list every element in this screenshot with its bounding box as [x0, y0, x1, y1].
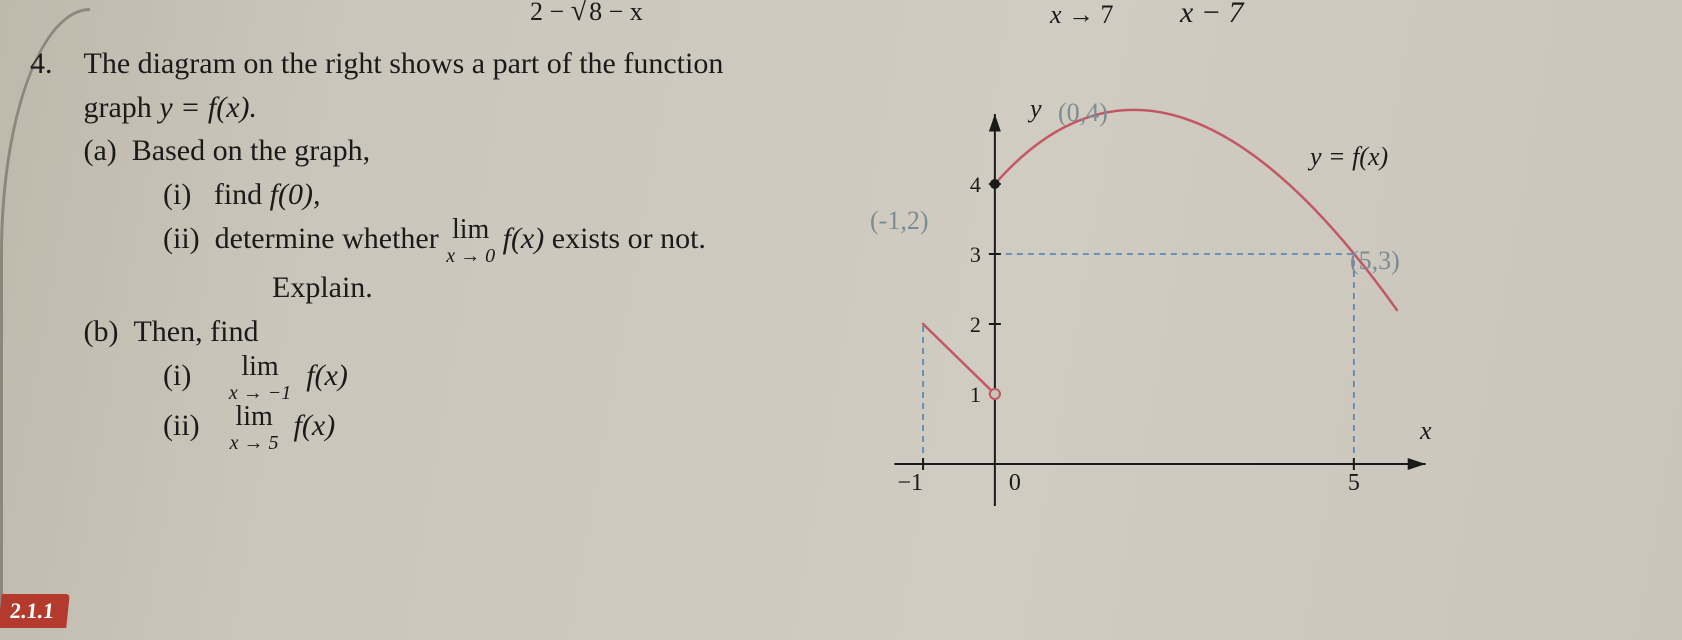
handwritten-annotation-left: (-1,2)	[870, 206, 928, 236]
part-a-i-math: f(0),	[270, 178, 321, 211]
part-b-ii-label: (ii)	[163, 409, 200, 442]
svg-text:3: 3	[970, 242, 981, 267]
svg-text:4: 4	[970, 172, 981, 197]
func-label: y = f(x)	[1310, 142, 1388, 172]
intro-line2-prefix: graph	[84, 91, 160, 124]
x-axis-label: x	[1420, 416, 1432, 446]
part-b-label: (b)	[84, 315, 119, 348]
question-number: 4.	[30, 42, 76, 86]
expr-fragment-left: 2 − √8 − x	[530, 0, 649, 28]
part-b-text: Then, find	[133, 315, 258, 348]
y-axis-label: y	[1030, 94, 1042, 124]
prev-question-fragments: 2 − √8 − x x → 7 x − 7	[0, 0, 1682, 40]
part-a-ii-suffix: exists or not.	[552, 222, 706, 255]
handwritten-annotation-top: (0,4)	[1058, 98, 1108, 128]
frag-left-outer: 2 −	[530, 0, 564, 26]
part-a-ii-explain: Explain.	[190, 271, 373, 304]
part-a-i-label: (i)	[163, 178, 191, 211]
part-a-label: (a)	[84, 134, 117, 167]
function-graph: 1234−105 y x y = f(x) (0,4) (-1,2) (5,3)	[880, 100, 1440, 520]
frag-left-radicand: 8 − x	[587, 0, 649, 27]
handwritten-annotation-right: (5,3)	[1350, 246, 1400, 276]
intro-line2-math: y = f(x).	[159, 91, 257, 124]
svg-text:0: 0	[1009, 470, 1021, 496]
svg-text:1: 1	[970, 382, 981, 407]
part-b-i-fx: f(x)	[306, 359, 348, 392]
limit-expr-b-i: lim x → −1	[229, 353, 291, 403]
part-a-ii-fx: f(x)	[503, 222, 545, 255]
part-b-ii-fx: f(x)	[294, 409, 336, 442]
part-a-text: Based on the graph,	[132, 134, 370, 167]
page-background: 2 − √8 − x x → 7 x − 7 4. The diagram on…	[0, 0, 1682, 640]
expr-fragment-right: x − 7	[1180, 0, 1244, 30]
part-a-i-prefix: find	[214, 178, 270, 211]
svg-text:2: 2	[970, 312, 981, 337]
expr-fragment-mid: x → 7	[1050, 0, 1114, 30]
part-a-ii-prefix: determine whether	[215, 222, 447, 255]
limit-expr-a-ii: lim x → 0	[446, 216, 495, 266]
question-block: 4. The diagram on the right shows a part…	[30, 42, 860, 453]
intro-line1: The diagram on the right shows a part of…	[84, 47, 724, 80]
part-b-i-label: (i)	[163, 359, 191, 392]
part-a-ii-label: (ii)	[163, 222, 200, 255]
svg-text:5: 5	[1348, 470, 1360, 496]
svg-text:−1: −1	[898, 470, 924, 496]
limit-expr-b-ii: lim x → 5	[230, 403, 279, 453]
section-badge: 2.1.1	[0, 594, 70, 628]
